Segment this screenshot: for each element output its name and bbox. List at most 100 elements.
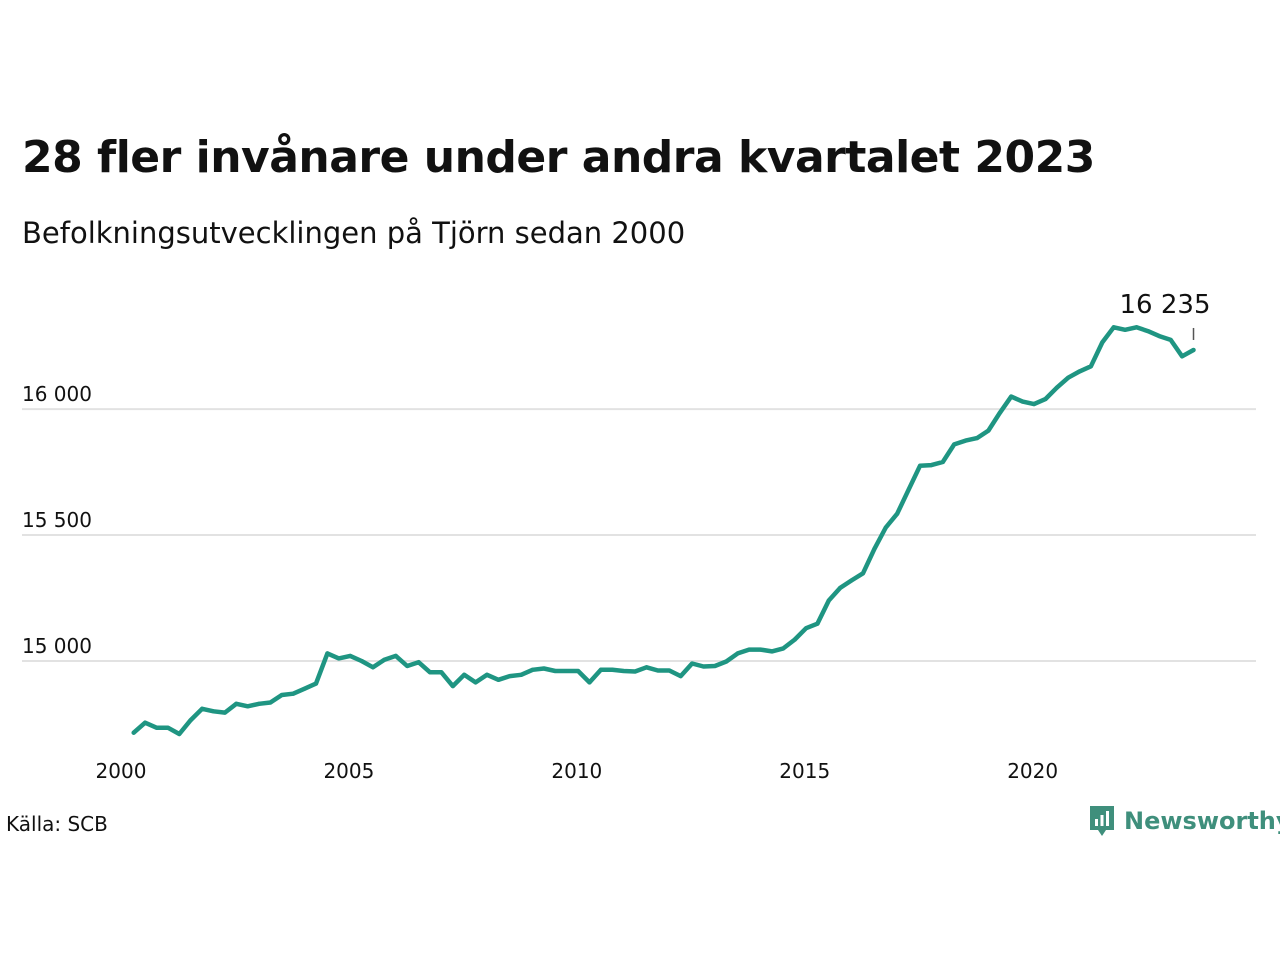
data-point xyxy=(416,660,421,665)
data-point xyxy=(371,665,375,670)
data-point xyxy=(268,700,273,705)
data-point xyxy=(963,438,968,443)
data-point xyxy=(701,664,706,669)
data-point xyxy=(553,669,558,673)
data-point xyxy=(1168,337,1173,342)
data-point xyxy=(245,704,250,709)
data-point xyxy=(587,680,592,685)
data-point xyxy=(564,669,569,673)
data-point xyxy=(541,666,546,671)
x-tick-label: 2020 xyxy=(1007,759,1058,783)
data-point xyxy=(610,667,615,672)
data-point xyxy=(1145,329,1150,334)
data-point xyxy=(1157,334,1162,339)
data-point xyxy=(1066,375,1071,380)
data-point xyxy=(918,463,922,468)
bar-chart-speech-bubble-icon xyxy=(1090,806,1114,836)
data-point xyxy=(952,442,957,447)
data-point xyxy=(1191,348,1196,352)
data-point xyxy=(177,732,182,736)
data-point xyxy=(929,463,934,468)
data-point xyxy=(530,667,535,672)
data-point xyxy=(769,649,774,654)
data-point xyxy=(781,646,786,651)
source-credit: Källa: SCB xyxy=(6,812,108,836)
data-point xyxy=(496,677,501,682)
data-point xyxy=(1180,354,1185,359)
data-point xyxy=(393,653,398,658)
data-point xyxy=(758,647,763,652)
data-point xyxy=(257,701,262,706)
data-point xyxy=(598,667,603,672)
population-line xyxy=(131,325,1196,737)
data-point xyxy=(405,664,410,668)
data-point xyxy=(804,626,809,631)
gridlines xyxy=(22,408,1256,662)
data-point xyxy=(359,659,364,663)
data-point xyxy=(826,598,831,603)
x-tick-label: 2005 xyxy=(323,759,374,783)
data-point xyxy=(325,651,330,656)
data-point xyxy=(1054,385,1059,390)
data-point xyxy=(690,661,695,666)
data-point xyxy=(131,730,136,735)
data-point xyxy=(735,651,740,656)
data-point xyxy=(621,669,626,673)
data-point xyxy=(188,718,193,723)
x-tick-label: 2015 xyxy=(779,759,830,783)
data-point xyxy=(234,701,239,706)
data-point xyxy=(222,710,227,715)
data-point xyxy=(872,546,877,551)
data-point xyxy=(997,410,1002,415)
data-point xyxy=(1123,327,1128,332)
data-point xyxy=(291,691,296,696)
data-point xyxy=(667,668,672,673)
data-point xyxy=(815,621,820,626)
data-point xyxy=(792,637,797,642)
data-point xyxy=(940,460,945,464)
data-point xyxy=(165,725,170,730)
data-point xyxy=(1100,340,1105,345)
data-point xyxy=(439,670,444,675)
data-point xyxy=(883,525,888,530)
x-axis-tick-labels: 2000 2005 2010 2015 2020 xyxy=(96,759,1059,783)
data-point xyxy=(279,693,284,697)
data-point xyxy=(1088,364,1093,369)
data-point xyxy=(314,681,318,686)
data-point xyxy=(462,672,467,677)
y-tick-label: 15 000 xyxy=(22,634,92,658)
data-point xyxy=(1077,369,1082,374)
data-point xyxy=(1020,399,1025,404)
brand-name: Newsworthy xyxy=(1124,807,1280,835)
data-point xyxy=(302,686,307,691)
data-point xyxy=(507,674,512,679)
data-point xyxy=(861,571,865,576)
data-point xyxy=(473,680,478,685)
data-point xyxy=(200,706,205,711)
data-point xyxy=(519,672,524,677)
data-point xyxy=(712,664,717,668)
data-point xyxy=(428,670,432,675)
last-value-label: 16 235 xyxy=(1120,290,1211,320)
x-tick-label: 2010 xyxy=(551,759,602,783)
chart-subtitle: Befolkningsutvecklingen på Tjörn sedan 2… xyxy=(22,216,686,250)
data-point xyxy=(906,487,911,492)
brand-logo: Newsworthy xyxy=(1088,804,1280,838)
data-points xyxy=(131,325,1196,736)
chart-title: 28 fler invånare under andra kvartalet 2… xyxy=(22,132,1095,183)
data-point xyxy=(1134,325,1139,330)
data-point xyxy=(1111,325,1116,330)
data-point xyxy=(633,669,638,674)
data-point xyxy=(678,674,683,679)
data-point xyxy=(576,669,581,673)
data-point xyxy=(1032,402,1036,407)
data-point xyxy=(895,511,900,516)
x-tick-label: 2000 xyxy=(96,759,147,783)
data-point xyxy=(336,656,341,661)
data-point xyxy=(1009,394,1014,399)
data-point xyxy=(348,653,353,658)
data-point xyxy=(154,725,159,730)
data-point xyxy=(211,709,216,714)
data-point xyxy=(450,684,455,689)
